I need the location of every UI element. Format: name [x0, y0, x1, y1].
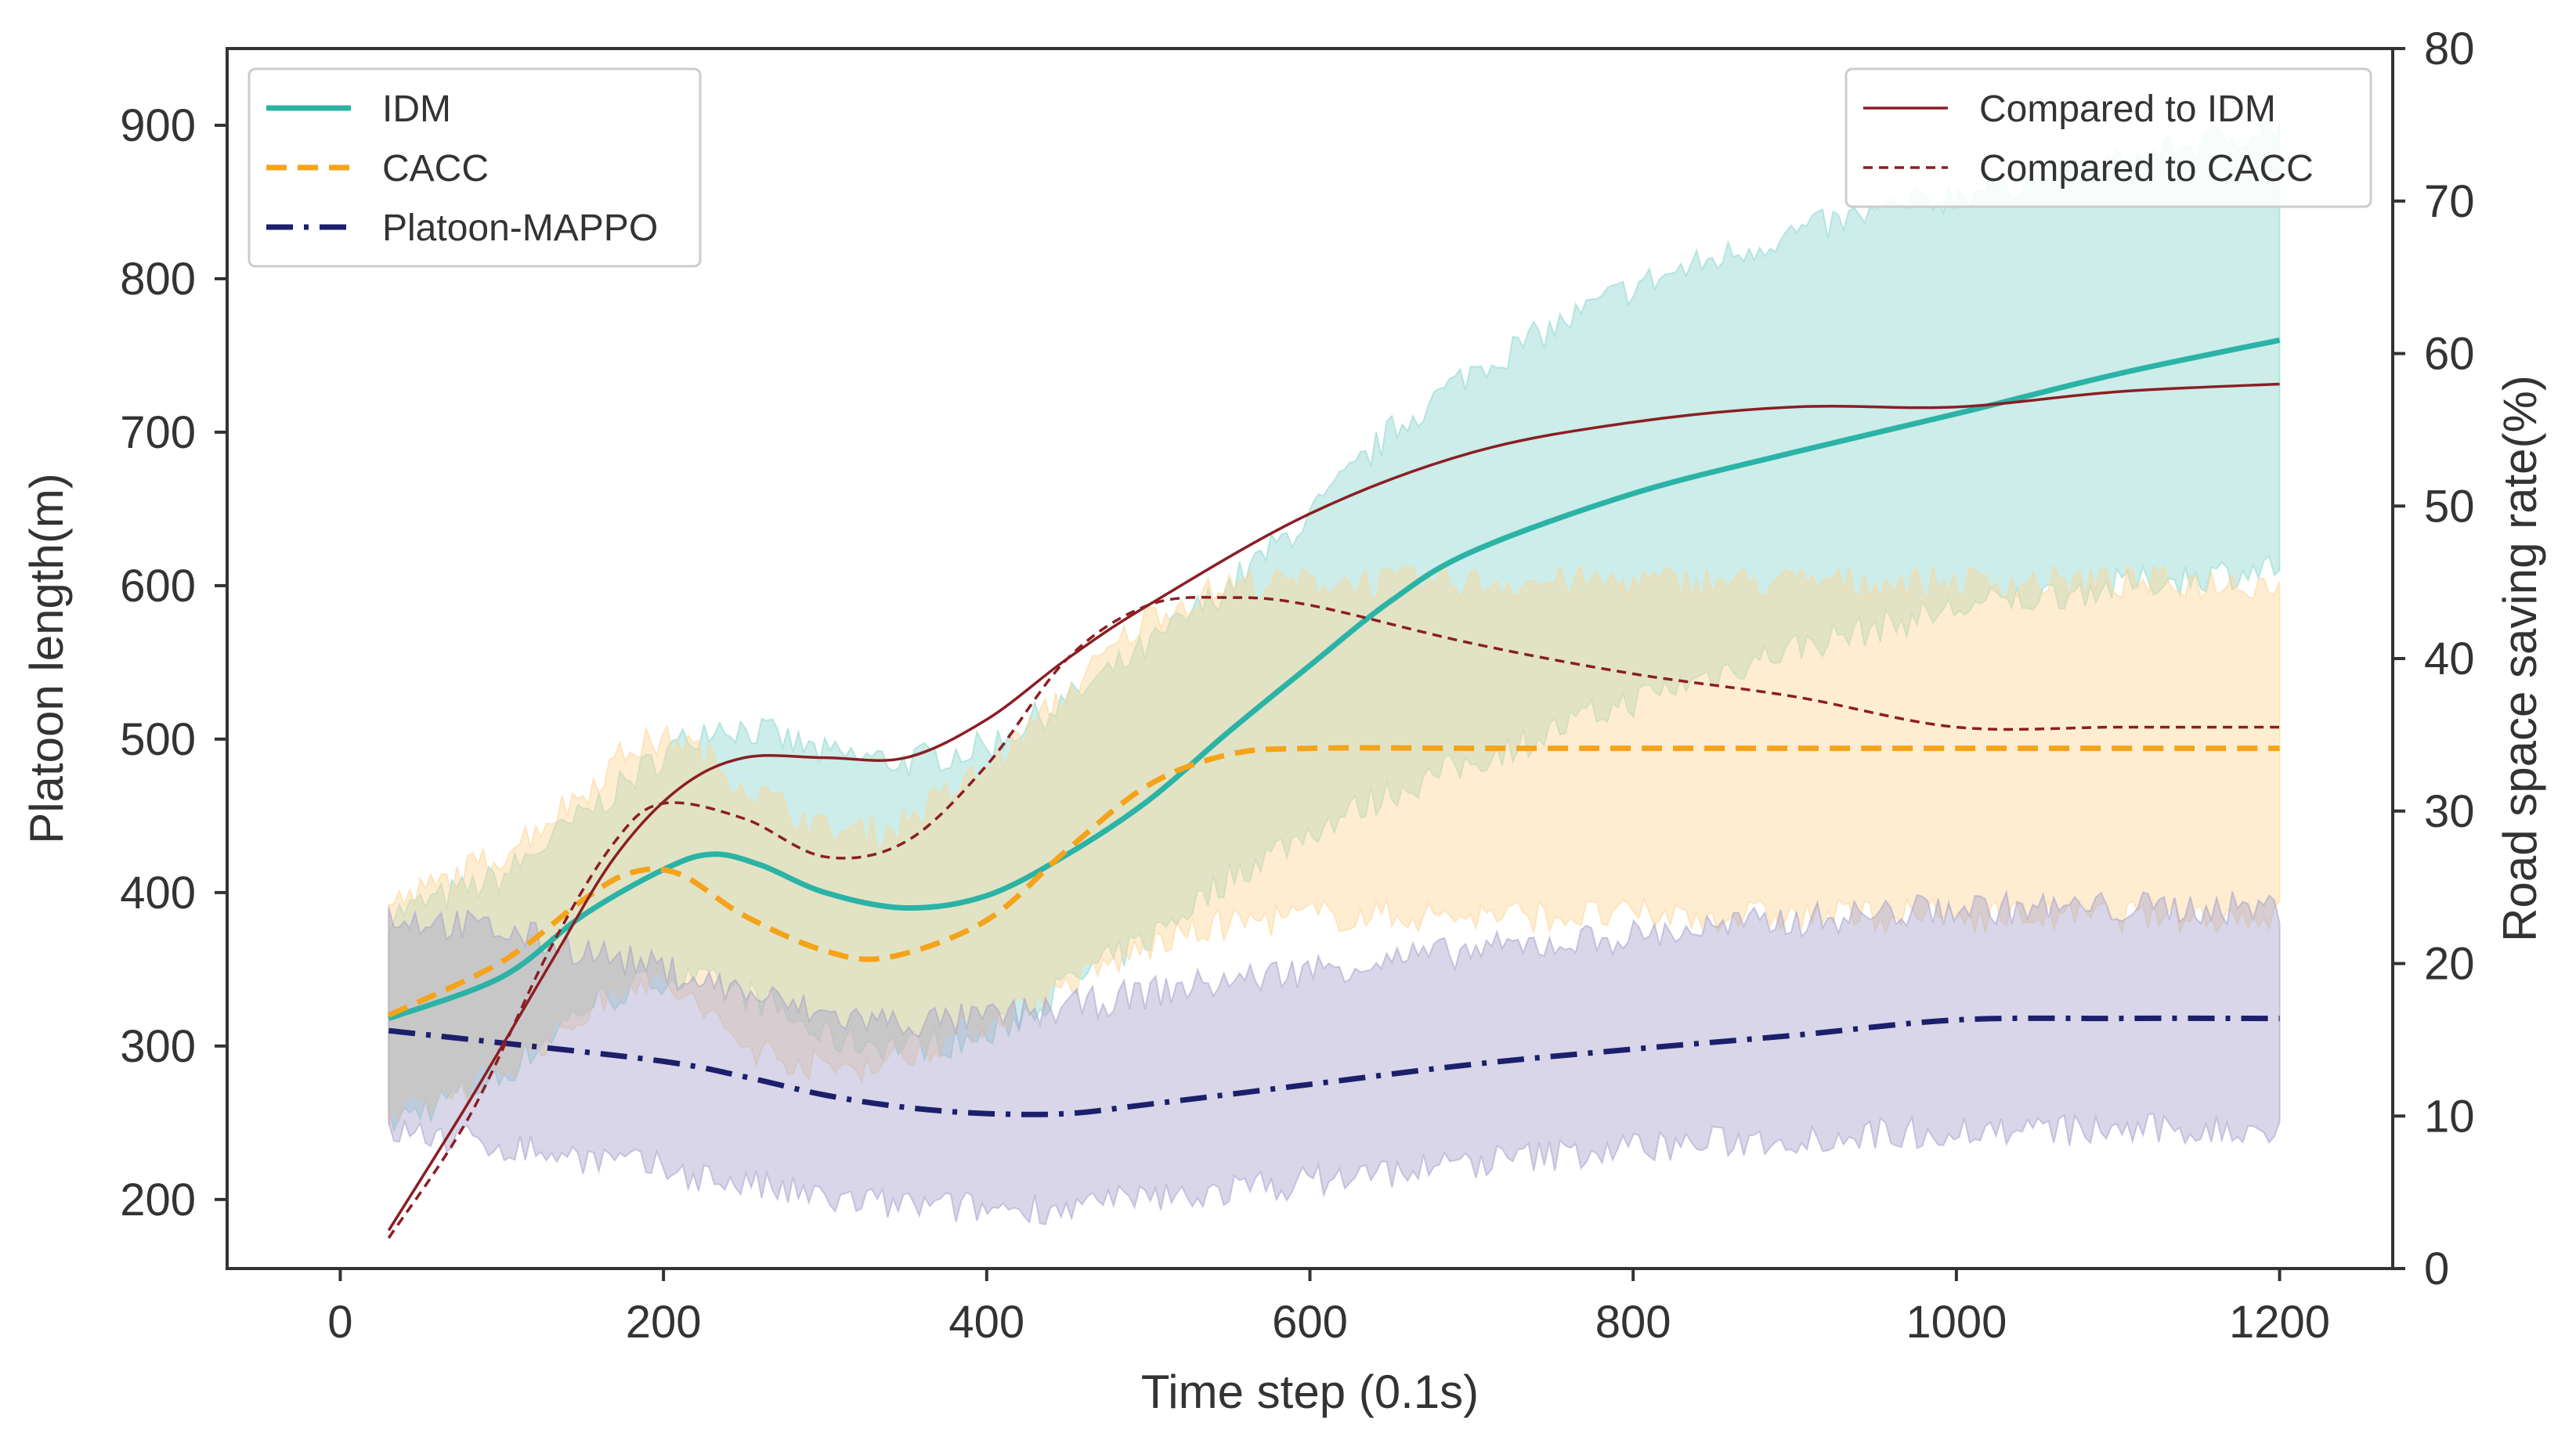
- y-left-tick-label: 800: [120, 254, 196, 305]
- y-left-tick-label: 600: [120, 561, 196, 612]
- line-cacc: [387, 745, 2280, 1018]
- line-compared-to-cacc: [387, 596, 2280, 1239]
- y-right-tick-label: 50: [2424, 481, 2475, 532]
- x-tick-label: 600: [1272, 1297, 1348, 1348]
- y-right-tick-label: 80: [2424, 23, 2475, 74]
- x-tick-label: 800: [1595, 1297, 1671, 1348]
- y-right-tick-label: 20: [2424, 939, 2475, 990]
- legend-label: IDM: [382, 88, 451, 130]
- band-platoon-mappo: [388, 889, 2281, 1225]
- legend-box: [247, 67, 702, 268]
- legend-label: Compared to CACC: [1979, 148, 2314, 189]
- y-right-tick-label: 0: [2424, 1243, 2449, 1294]
- line-idm: [388, 337, 2281, 1021]
- y-left-tick-label: 400: [120, 868, 196, 919]
- y-right-tick-label: 10: [2424, 1091, 2475, 1142]
- y-left-tick-label: 500: [120, 714, 196, 765]
- legend-right: Compared to IDM Compared to CACC: [1844, 67, 2372, 208]
- legend-label: Compared to IDM: [1979, 88, 2276, 130]
- x-tick-label: 200: [626, 1297, 702, 1348]
- x-tick-label: 0: [327, 1297, 352, 1348]
- x-tick-label: 400: [948, 1297, 1024, 1348]
- y-right-tick-label: 70: [2424, 176, 2475, 227]
- y-right-tick-label: 40: [2424, 633, 2475, 684]
- series-lines: [387, 337, 2281, 1239]
- y-left-tick-label: 300: [120, 1021, 196, 1072]
- legend-left: IDM CACC Platoon-MAPPO: [247, 67, 702, 268]
- y-axis-right-title: Road space saving rate(%): [2494, 375, 2546, 942]
- x-axis-title: Time step (0.1s): [1141, 1366, 1479, 1418]
- legend-label: Platoon-MAPPO: [382, 208, 658, 249]
- line-compared-to-idm: [387, 382, 2280, 1232]
- x-tick-label: 1200: [2229, 1297, 2330, 1348]
- y-left-tick-label: 700: [120, 407, 196, 458]
- y-right-tick-label: 30: [2424, 786, 2475, 837]
- legend-label: CACC: [382, 148, 489, 189]
- y-left-tick-label: 200: [120, 1175, 196, 1225]
- confidence-bands: [388, 121, 2281, 1225]
- ticks: 0 200 400 600 800 1000 12002003004005006007008…: [120, 23, 2474, 1348]
- band-cacc: [388, 564, 2281, 1127]
- y-left-tick-label: 900: [120, 100, 196, 151]
- y-right-tick-label: 60: [2424, 329, 2475, 380]
- x-tick-label: 1000: [1906, 1297, 2007, 1348]
- y-axis-left-title: Platoon length(m): [20, 473, 73, 844]
- legend-box: [1844, 67, 2372, 208]
- line-platoon-mappo: [388, 1015, 2280, 1117]
